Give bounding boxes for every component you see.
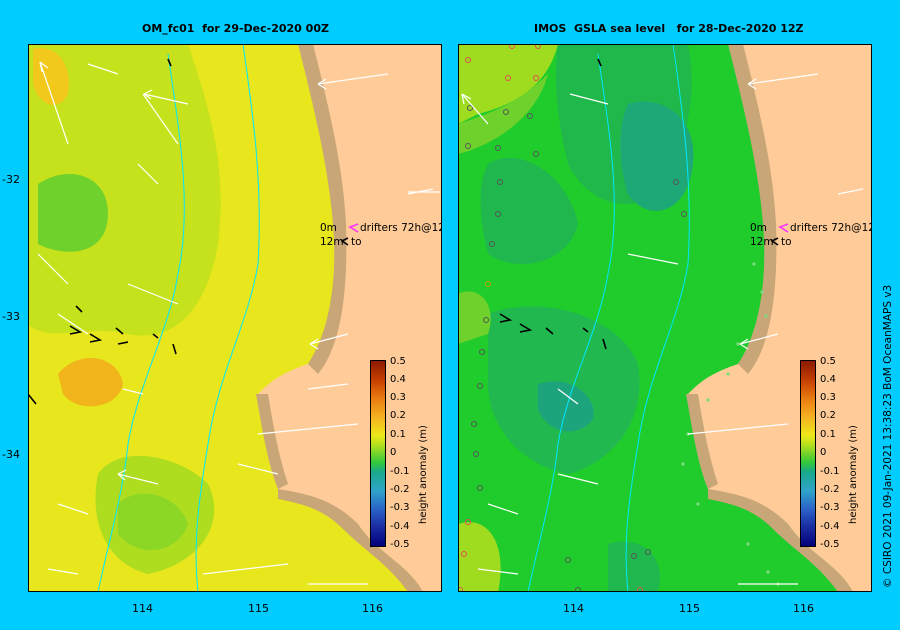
cbar-tick: -0.1 xyxy=(820,466,840,477)
lat-tick-left: -33 xyxy=(2,310,20,323)
right-legend-text2: to xyxy=(781,236,792,248)
lon-tick-right: 116 xyxy=(793,602,814,615)
right-colorbar-label: height anomaly (m) xyxy=(848,425,859,524)
right-panel-title: IMOS GSLA sea level for 28-Dec-2020 12Z xyxy=(534,22,804,35)
cbar-tick: -0.3 xyxy=(820,502,840,513)
cbar-tick: -0.1 xyxy=(390,466,410,477)
right-map-panel: 0m drifters 72h@12h 12m to height anomal… xyxy=(458,44,872,592)
left-colorbar xyxy=(370,360,386,547)
cbar-tick: -0.3 xyxy=(390,502,410,513)
cbar-tick: 0.5 xyxy=(390,356,406,367)
lon-tick-right: 115 xyxy=(679,602,700,615)
left-legend-text2: to xyxy=(351,236,362,248)
left-legend-depth2: 12m xyxy=(320,236,344,248)
cbar-tick: -0.5 xyxy=(390,539,410,550)
right-legend-depth2: 12m xyxy=(750,236,774,248)
right-legend-text1: drifters 72h@12h xyxy=(790,222,872,234)
right-colorbar xyxy=(800,360,816,547)
cbar-tick: 0.3 xyxy=(820,392,836,403)
left-map-panel: 0m drifters 72h@12h 12m to height anomal… xyxy=(28,44,442,592)
cbar-tick: -0.4 xyxy=(820,521,840,532)
cbar-tick: 0.4 xyxy=(390,374,406,385)
cbar-tick: 0.3 xyxy=(390,392,406,403)
cbar-tick: 0.4 xyxy=(820,374,836,385)
left-legend-text1: drifters 72h@12h xyxy=(360,222,442,234)
right-legend-depth1: 0m xyxy=(750,222,767,234)
cbar-tick: 0.1 xyxy=(390,429,406,440)
left-panel-title: OM_fc01 for 29-Dec-2020 00Z xyxy=(142,22,329,35)
cbar-tick: -0.5 xyxy=(820,539,840,550)
cbar-tick: 0.1 xyxy=(820,429,836,440)
lat-tick-left: -32 xyxy=(2,173,20,186)
lon-tick-left: 116 xyxy=(362,602,383,615)
cbar-tick: 0 xyxy=(820,447,827,458)
lon-tick-right: 114 xyxy=(563,602,584,615)
cbar-tick: 0 xyxy=(390,447,397,458)
cbar-tick: -0.2 xyxy=(390,484,410,495)
cbar-tick: 0.5 xyxy=(820,356,836,367)
cbar-tick: -0.4 xyxy=(390,521,410,532)
cbar-tick: -0.2 xyxy=(820,484,840,495)
cbar-tick: 0.2 xyxy=(820,410,836,421)
cbar-tick: 0.2 xyxy=(390,410,406,421)
lon-tick-left: 114 xyxy=(132,602,153,615)
credit-text: © CSIRO 2021 09-Jan-2021 13:38:23 BoM Oc… xyxy=(882,284,894,588)
lon-tick-left: 115 xyxy=(248,602,269,615)
lat-tick-left: -34 xyxy=(2,448,20,461)
left-colorbar-label: height anomaly (m) xyxy=(418,425,429,524)
left-legend-depth1: 0m xyxy=(320,222,337,234)
